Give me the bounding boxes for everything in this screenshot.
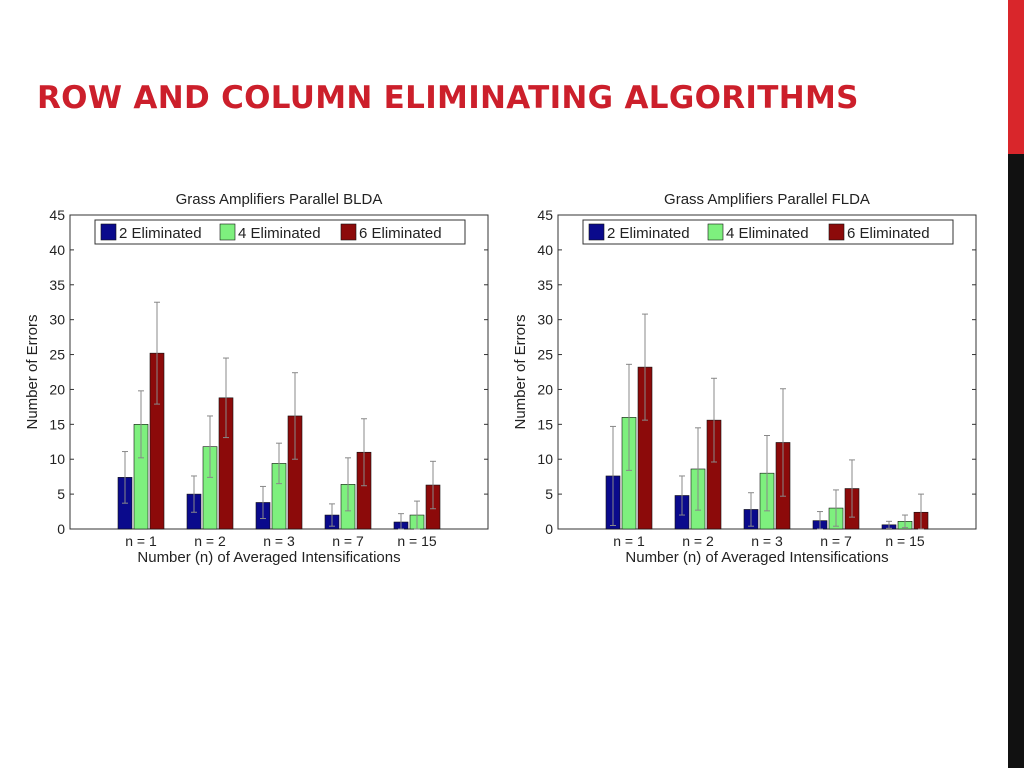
y-tick-label: 40 xyxy=(537,242,553,258)
chart-blda: Grass Amplifiers Parallel BLDA 0 5 10 15 20 25… xyxy=(20,180,500,585)
y-tick-label: 15 xyxy=(49,416,65,432)
y-tick-label: 10 xyxy=(49,451,65,467)
x-tick-label: n = 7 xyxy=(820,533,852,549)
y-axis-label: Number of Errors xyxy=(24,314,41,429)
chart-flda-svg: Grass Amplifiers Parallel FLDA 0 5 10 15 20 25… xyxy=(512,191,977,566)
chart-blda-svg: Grass Amplifiers Parallel BLDA 0 5 10 15 20 25… xyxy=(24,191,489,566)
legend-label: 6 Eliminated xyxy=(847,225,930,242)
x-tick-label: n = 3 xyxy=(751,533,783,549)
legend-box xyxy=(582,219,954,245)
legend-swatch xyxy=(100,223,117,241)
legend-label: 4 Eliminated xyxy=(726,225,809,242)
y-tick-label: 15 xyxy=(537,416,553,432)
y-tick-label: 40 xyxy=(49,242,65,258)
y-tick-label: 5 xyxy=(545,486,553,502)
x-axis-label: Number (n) of Averaged Intensifications xyxy=(137,549,400,566)
legend-box xyxy=(94,219,466,245)
y-tick-label: 30 xyxy=(49,312,65,328)
x-tick-label: n = 2 xyxy=(682,533,714,549)
legend: 2 Eliminated 4 Eliminated 6 Eliminated xyxy=(94,219,466,245)
accent-bar-red xyxy=(1008,0,1024,154)
x-tick-label: n = 15 xyxy=(885,533,925,549)
y-tick-label: 0 xyxy=(57,521,65,537)
x-tick-label: n = 1 xyxy=(125,533,157,549)
x-tick-label: n = 1 xyxy=(613,533,645,549)
legend-swatch xyxy=(707,223,724,241)
legend-swatch xyxy=(588,223,605,241)
y-tick-label: 20 xyxy=(537,381,553,397)
y-tick-label: 10 xyxy=(537,451,553,467)
y-axis-label: Number of Errors xyxy=(512,314,529,429)
accent-bar-dark xyxy=(1008,154,1024,768)
y-tick-label: 20 xyxy=(49,381,65,397)
legend-label: 2 Eliminated xyxy=(119,225,202,242)
chart-title: Grass Amplifiers Parallel BLDA xyxy=(176,191,383,208)
y-tick-label: 30 xyxy=(537,312,553,328)
legend-label: 6 Eliminated xyxy=(359,225,442,242)
x-axis-label: Number (n) of Averaged Intensifications xyxy=(625,549,888,566)
legend-label: 4 Eliminated xyxy=(238,225,321,242)
x-tick-label: n = 7 xyxy=(332,533,364,549)
y-tick-label: 5 xyxy=(57,486,65,502)
legend-swatch xyxy=(340,223,357,241)
x-tick-label: n = 2 xyxy=(194,533,226,549)
y-tick-label: 35 xyxy=(537,277,553,293)
y-tick-label: 35 xyxy=(49,277,65,293)
legend-swatch xyxy=(828,223,845,241)
y-tick-label: 25 xyxy=(537,347,553,363)
x-tick-label: n = 15 xyxy=(397,533,437,549)
x-tick-label: n = 3 xyxy=(263,533,295,549)
legend-swatch xyxy=(219,223,236,241)
y-tick-label: 0 xyxy=(545,521,553,537)
y-tick-label: 45 xyxy=(537,207,553,223)
chart-title: Grass Amplifiers Parallel FLDA xyxy=(664,191,870,208)
chart-flda: Grass Amplifiers Parallel FLDA 0 5 10 15 20 25… xyxy=(508,180,988,585)
y-tick-label: 25 xyxy=(49,347,65,363)
legend-label: 2 Eliminated xyxy=(607,225,690,242)
y-tick-label: 45 xyxy=(49,207,65,223)
legend: 2 Eliminated 4 Eliminated 6 Eliminated xyxy=(582,219,954,245)
slide-title: ROW AND COLUMN ELIMINATING ALGORITHMS xyxy=(37,80,859,116)
